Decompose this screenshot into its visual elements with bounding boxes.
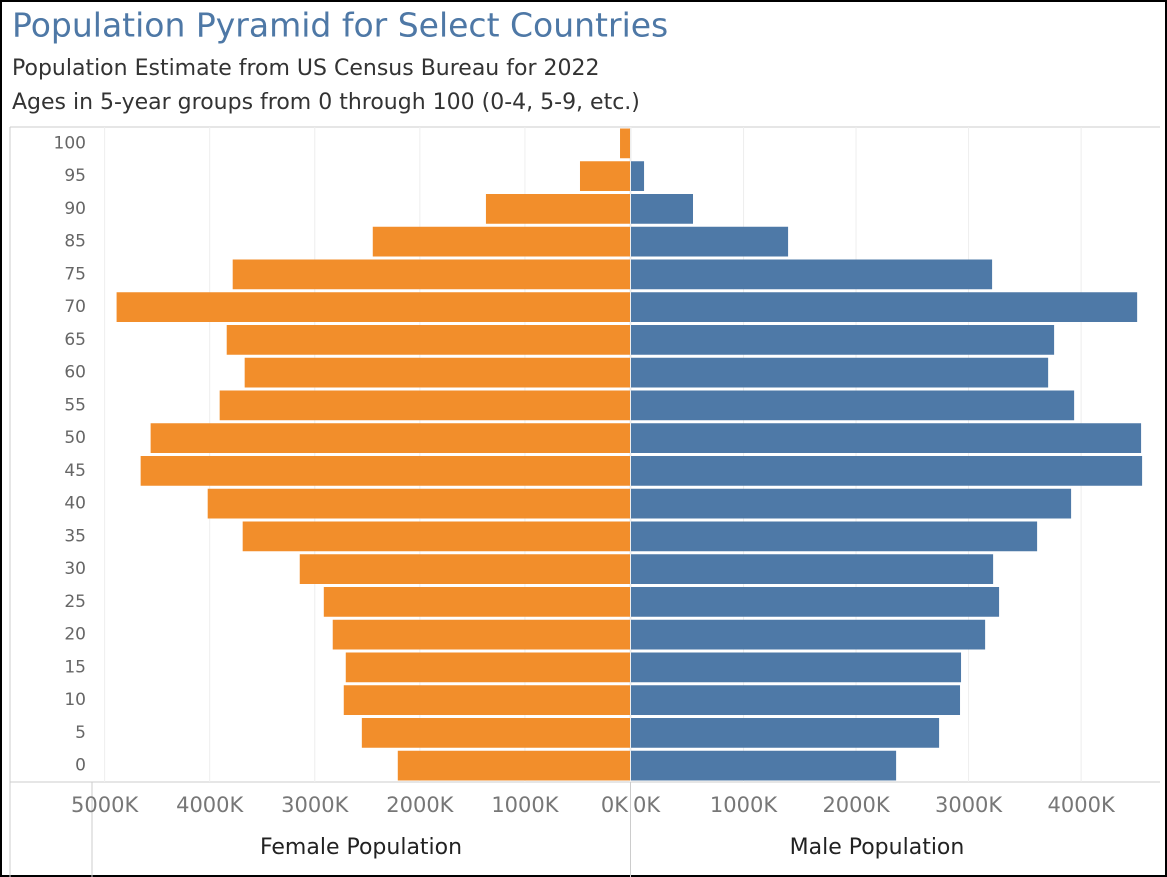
bar [332,619,630,650]
bar [631,226,789,257]
bar [323,587,630,617]
x-tick-label: 0K [633,793,661,817]
axis-title: Male Population [790,835,965,860]
bar [242,521,630,552]
bar [397,750,630,781]
bar [620,128,630,159]
y-tick-label: 95 [64,166,86,186]
bar [631,325,1055,355]
y-tick-label: 70 [64,297,86,317]
y-tick-label: 35 [64,526,86,546]
bar [207,488,630,519]
y-tick-label: 0 [75,756,86,776]
bar [631,161,645,191]
y-tick-label: 45 [64,461,86,481]
y-tick-label: 100 [54,133,86,153]
bar [116,292,631,322]
bar [244,357,630,388]
bar [631,521,1038,552]
bar [226,325,631,355]
bar [631,652,962,683]
bar [361,718,630,748]
bar [343,685,630,715]
axis-title: Female Population [260,835,462,860]
y-tick-label: 50 [64,428,86,448]
bar [631,292,1138,322]
x-tick-label: 4000K [1048,793,1116,817]
bar [232,259,630,290]
bar [219,390,630,421]
bar [345,652,630,683]
bar [631,718,940,748]
chart-title: Population Pyramid for Select Countries [12,6,668,45]
x-tick-label: 5000K [71,793,139,817]
y-tick-label: 10 [64,690,86,710]
x-tick-label: 1000K [491,793,559,817]
x-tick-label: 2000K [386,793,454,817]
x-tick-label: 3000K [281,793,349,817]
subtitle: Ages in 5-year groups from 0 through 100… [12,90,640,115]
y-tick-label: 40 [64,494,86,514]
bar [631,423,1142,453]
y-tick-label: 5 [75,723,86,743]
bar [631,619,986,650]
bar [631,587,1000,617]
bar [140,456,630,486]
y-tick-label: 20 [64,625,86,645]
y-tick-label: 75 [64,264,86,284]
bar [631,750,897,781]
bar [485,194,630,224]
x-tick-label: 1000K [710,793,778,817]
subtitle: Population Estimate from US Census Burea… [12,56,599,81]
y-tick-label: 90 [64,199,86,219]
bar [631,685,961,715]
bar [631,357,1049,388]
y-tick-label: 15 [64,657,86,677]
bar [150,423,630,453]
bar [631,194,694,224]
y-tick-label: 85 [64,232,86,252]
bar [631,259,993,290]
y-tick-label: 55 [64,395,86,415]
y-tick-label: 65 [64,330,86,350]
bar [372,226,630,257]
bar [579,161,630,191]
y-tick-label: 25 [64,592,86,612]
y-tick-label: 30 [64,559,86,579]
x-tick-label: 4000K [176,793,244,817]
x-tick-label: 2000K [822,793,890,817]
bar [631,488,1072,519]
x-tick-label: 0K [601,793,629,817]
bar [631,456,1143,486]
y-tick-label: 60 [64,363,86,383]
bar [631,390,1075,421]
bar [299,554,630,584]
bar [631,554,994,584]
x-tick-label: 3000K [935,793,1003,817]
